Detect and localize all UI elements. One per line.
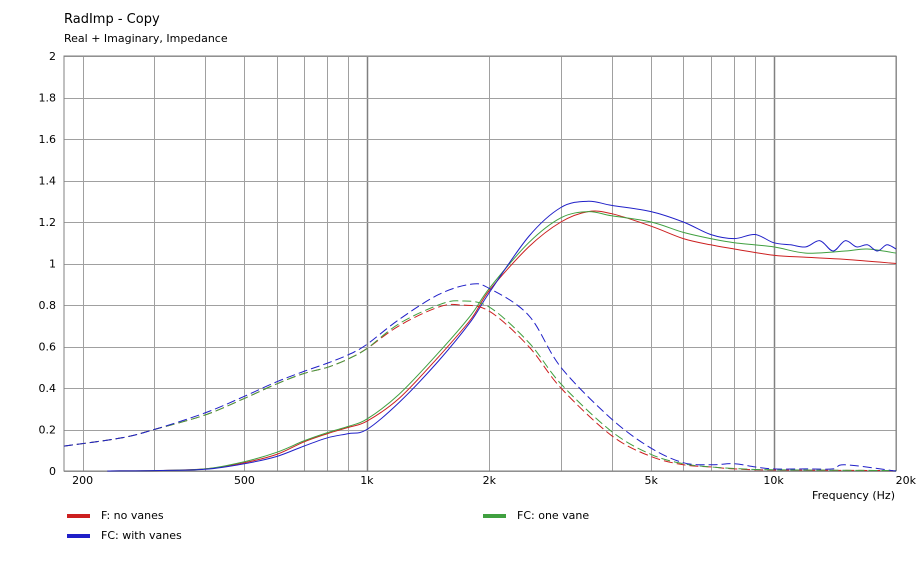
y-tick-label: 1.2 <box>39 216 57 229</box>
series-lines <box>63 200 897 472</box>
x-axis-label: Frequency (Hz) <box>812 489 895 502</box>
legend-swatch <box>483 513 506 518</box>
x-tick-label: 10k <box>763 474 784 487</box>
legend-label: FC: with vanes <box>101 529 182 542</box>
y-tick-label: 1.4 <box>39 175 57 188</box>
series-line-imaginary <box>63 283 897 472</box>
axis-tick-labels: 0 0.2 0.4 0.6 0.8 1 1.2 1.4 1.6 1.8 2 200 500 1k 2k 5k 1… <box>39 50 917 487</box>
plot-area-frame <box>63 55 897 472</box>
legend-label: FC: one vane <box>517 509 590 522</box>
chart-subtitle: Real + Imaginary, Impedance <box>64 32 228 45</box>
x-tick-label: 5k <box>644 474 658 487</box>
chart-title: RadImp - Copy <box>64 12 160 27</box>
x-tick-label: 20k <box>896 474 917 487</box>
y-tick-label: 1.8 <box>39 92 57 105</box>
y-tick-label: 1 <box>49 258 56 271</box>
legend-item-no-vanes: F: no vanes <box>67 509 164 522</box>
y-tick-label: 0.2 <box>39 424 57 437</box>
legend-swatch <box>67 513 90 518</box>
series-line-real <box>107 211 897 472</box>
legend-item-with-vanes: FC: with vanes <box>67 529 182 542</box>
legend-swatch <box>67 533 90 538</box>
x-tick-label: 1k <box>360 474 374 487</box>
series-line-real <box>107 210 897 472</box>
y-tick-label: 1.6 <box>39 133 57 146</box>
y-tick-label: 0.4 <box>39 382 57 395</box>
x-tick-label: 500 <box>234 474 255 487</box>
legend-item-one-vane: FC: one vane <box>483 509 589 522</box>
x-tick-label: 2k <box>483 474 497 487</box>
series-line-real <box>107 200 897 472</box>
y-tick-label: 2 <box>49 50 56 63</box>
legend-label: F: no vanes <box>101 509 164 522</box>
x-tick-label: 200 <box>72 474 93 487</box>
series-line-imaginary <box>63 303 897 472</box>
y-tick-label: 0 <box>49 465 56 478</box>
y-tick-label: 0.8 <box>39 299 57 312</box>
grid-lines <box>64 56 897 472</box>
series-line-imaginary <box>63 300 897 472</box>
y-tick-label: 0.6 <box>39 341 57 354</box>
